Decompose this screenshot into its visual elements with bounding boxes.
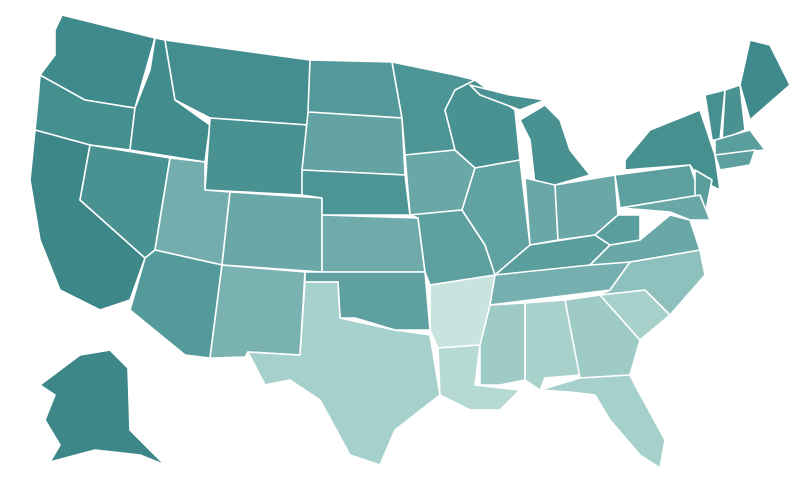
state xyxy=(437,344,521,411)
state xyxy=(479,302,526,386)
state xyxy=(714,149,756,171)
state xyxy=(619,194,711,221)
state xyxy=(247,281,441,466)
state xyxy=(307,59,403,119)
state xyxy=(519,104,591,186)
state xyxy=(739,39,791,121)
state xyxy=(204,117,309,196)
state xyxy=(714,129,766,156)
state xyxy=(539,374,666,469)
state xyxy=(721,84,746,141)
state xyxy=(129,249,223,359)
state xyxy=(221,191,323,273)
state xyxy=(469,84,546,111)
state xyxy=(321,214,426,273)
state xyxy=(209,264,306,359)
state xyxy=(564,294,641,379)
state xyxy=(39,349,166,466)
state xyxy=(301,111,406,176)
state xyxy=(594,214,641,246)
state xyxy=(524,177,559,246)
